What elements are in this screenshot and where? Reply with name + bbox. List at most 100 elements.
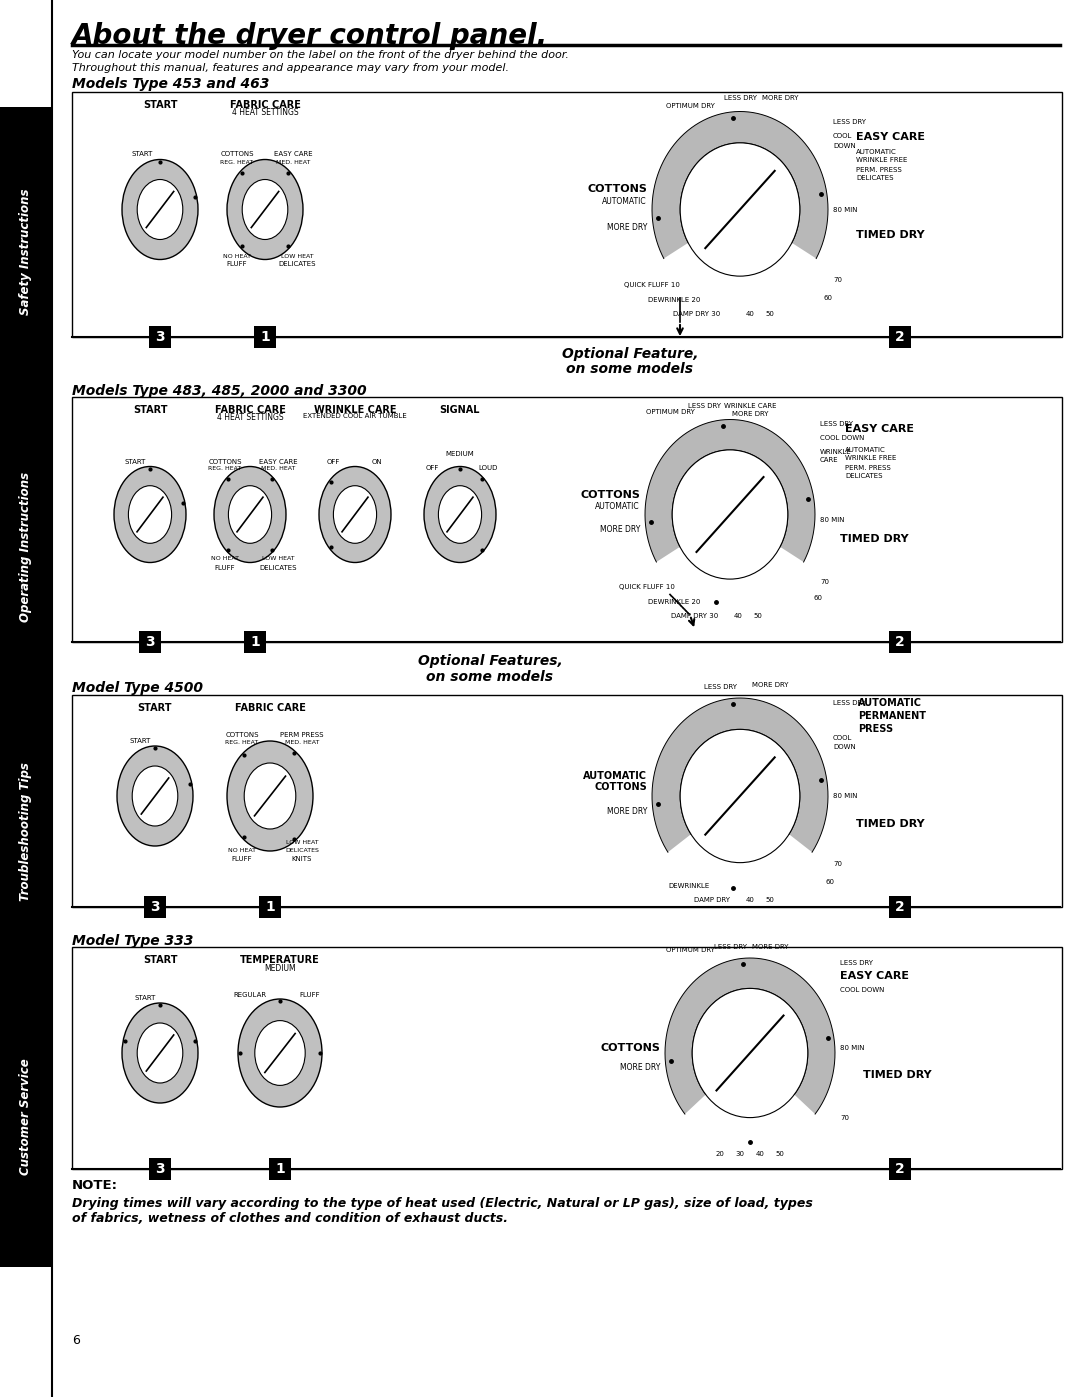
- Text: MORE DRY: MORE DRY: [761, 95, 798, 102]
- Bar: [72, 947, 1062, 1169]
- Text: Safety Instructions: Safety Instructions: [19, 189, 32, 316]
- Ellipse shape: [132, 766, 178, 826]
- Text: MORE DRY: MORE DRY: [752, 682, 788, 687]
- Bar: [0, 697, 52, 967]
- Text: MORE DRY: MORE DRY: [620, 1063, 660, 1073]
- Text: PERM PRESS: PERM PRESS: [280, 732, 324, 738]
- Text: CARE: CARE: [820, 457, 839, 464]
- Polygon shape: [652, 698, 828, 852]
- Ellipse shape: [334, 486, 377, 543]
- Text: 30: 30: [735, 1151, 744, 1157]
- Text: START: START: [124, 458, 146, 464]
- Text: PERM. PRESS: PERM. PRESS: [845, 464, 891, 471]
- Text: 50: 50: [754, 612, 762, 619]
- Text: 60: 60: [823, 295, 832, 300]
- Bar: [269, 1158, 291, 1180]
- Bar: [889, 631, 912, 652]
- Text: COTTONS: COTTONS: [226, 732, 259, 738]
- Text: LESS DRY: LESS DRY: [833, 700, 866, 705]
- Ellipse shape: [692, 989, 808, 1118]
- Ellipse shape: [227, 740, 313, 851]
- Text: DOWN: DOWN: [833, 745, 855, 750]
- Ellipse shape: [137, 179, 183, 239]
- Text: OFF: OFF: [426, 465, 438, 472]
- Text: DELICATES: DELICATES: [279, 261, 315, 267]
- Text: FLUFF: FLUFF: [227, 261, 247, 267]
- Text: 2: 2: [895, 330, 905, 344]
- Text: MEDIUM: MEDIUM: [265, 964, 296, 972]
- Text: MORE DRY: MORE DRY: [607, 224, 647, 232]
- Text: TIMED DRY: TIMED DRY: [856, 229, 924, 239]
- Text: DAMP DRY 30: DAMP DRY 30: [673, 310, 720, 317]
- Text: 80 MIN: 80 MIN: [833, 793, 858, 799]
- Text: DEWRINKLE 20: DEWRINKLE 20: [648, 296, 700, 303]
- Bar: [149, 326, 171, 348]
- Ellipse shape: [680, 142, 800, 277]
- Text: 70: 70: [833, 861, 842, 868]
- Text: REG. HEAT: REG. HEAT: [226, 740, 258, 745]
- Text: Model Type 4500: Model Type 4500: [72, 680, 203, 694]
- Text: 40: 40: [745, 310, 755, 317]
- Text: EXTENDED COOL AIR TUMBLE: EXTENDED COOL AIR TUMBLE: [303, 414, 407, 419]
- Text: 70: 70: [833, 277, 842, 282]
- Text: 50: 50: [775, 1151, 784, 1157]
- Text: on some models: on some models: [567, 362, 693, 376]
- Text: LESS DRY: LESS DRY: [833, 119, 866, 124]
- Text: COTTONS: COTTONS: [220, 151, 254, 158]
- Text: COTTONS: COTTONS: [208, 458, 242, 464]
- Text: COTTONS: COTTONS: [588, 184, 647, 194]
- Bar: [254, 326, 276, 348]
- Text: 2: 2: [895, 900, 905, 914]
- Text: PRESS: PRESS: [858, 724, 893, 733]
- Polygon shape: [645, 419, 815, 562]
- Text: Optional Feature,: Optional Feature,: [562, 346, 699, 360]
- Text: TEMPERATURE: TEMPERATURE: [240, 956, 320, 965]
- Text: COOL DOWN: COOL DOWN: [820, 434, 864, 440]
- Text: 3: 3: [145, 636, 154, 650]
- Text: About the dryer control panel.: About the dryer control panel.: [72, 22, 549, 50]
- Bar: [0, 108, 52, 397]
- Ellipse shape: [214, 467, 286, 563]
- Text: LOW HEAT: LOW HEAT: [281, 253, 313, 258]
- Bar: [889, 895, 912, 918]
- Text: ON: ON: [372, 458, 382, 464]
- Text: COTTONS: COTTONS: [580, 489, 640, 500]
- Text: COOL: COOL: [833, 134, 852, 140]
- Text: 1: 1: [260, 330, 270, 344]
- Ellipse shape: [242, 179, 287, 239]
- Text: Drying times will vary according to the type of heat used (Electric, Natural or : Drying times will vary according to the …: [72, 1197, 813, 1225]
- Bar: [244, 631, 266, 652]
- Ellipse shape: [238, 999, 322, 1106]
- Text: Throughout this manual, features and appearance may vary from your model.: Throughout this manual, features and app…: [72, 63, 509, 73]
- Text: Model Type 333: Model Type 333: [72, 935, 193, 949]
- Text: FLUFF: FLUFF: [232, 856, 253, 862]
- Text: SIGNAL: SIGNAL: [440, 405, 481, 415]
- Polygon shape: [652, 112, 828, 258]
- Text: FABRIC CARE: FABRIC CARE: [234, 703, 306, 712]
- Text: NO HEAT: NO HEAT: [211, 556, 239, 562]
- Text: NO HEAT: NO HEAT: [228, 848, 256, 854]
- Text: COOL: COOL: [833, 735, 852, 740]
- Ellipse shape: [227, 159, 303, 260]
- Text: DELICATES: DELICATES: [845, 474, 882, 479]
- Text: 40: 40: [733, 612, 742, 619]
- Text: EASY CARE: EASY CARE: [840, 971, 909, 981]
- Text: EASY CARE: EASY CARE: [259, 458, 297, 464]
- Text: LOW HEAT: LOW HEAT: [286, 840, 319, 845]
- Ellipse shape: [438, 486, 482, 543]
- Bar: [149, 1158, 171, 1180]
- Bar: [139, 631, 161, 652]
- Ellipse shape: [117, 746, 193, 847]
- Ellipse shape: [244, 763, 296, 828]
- Text: 40: 40: [745, 897, 755, 902]
- Text: 1: 1: [275, 1162, 285, 1176]
- Text: MED. HEAT: MED. HEAT: [285, 740, 320, 745]
- Text: WRINKLE: WRINKLE: [820, 448, 852, 454]
- Text: DAMP DRY 30: DAMP DRY 30: [671, 612, 718, 619]
- Ellipse shape: [424, 467, 496, 563]
- Text: WRINKLE CARE: WRINKLE CARE: [314, 405, 396, 415]
- Text: OFF: OFF: [326, 458, 340, 464]
- Text: COTTONS: COTTONS: [600, 1044, 660, 1053]
- Bar: [259, 895, 281, 918]
- Ellipse shape: [114, 467, 186, 563]
